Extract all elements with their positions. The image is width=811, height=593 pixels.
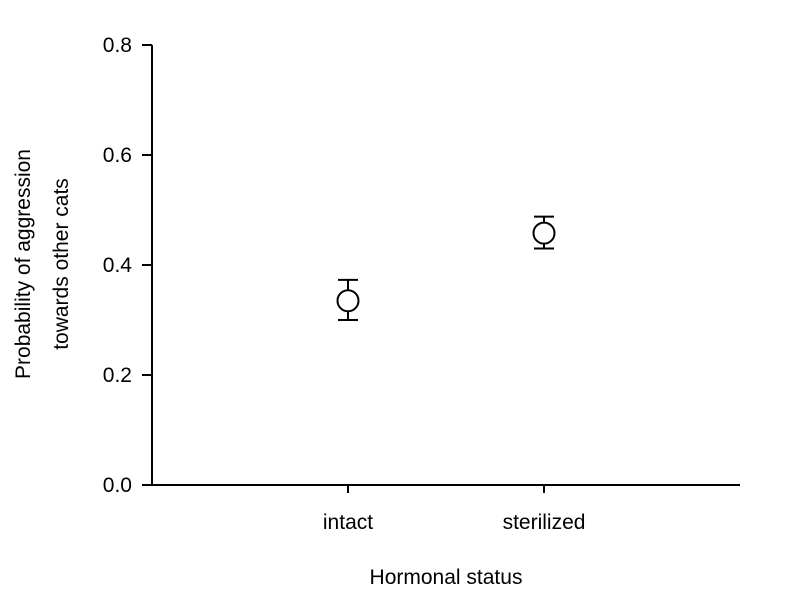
y-tick-label: 0.0	[103, 474, 132, 497]
x-tick-label-sterilized: sterilized	[503, 511, 586, 534]
y-tick-label: 0.6	[103, 144, 132, 167]
y-tick-label: 0.2	[103, 364, 132, 387]
y-axis-title-line-1: Probability of aggression	[12, 149, 35, 379]
marker-circle	[532, 221, 556, 245]
y-tick-label: 0.4	[103, 254, 133, 277]
marker-circle	[336, 289, 360, 313]
data-points	[336, 215, 556, 321]
y-ticks: 0.0 0.2 0.4 0.6 0.8	[103, 34, 152, 497]
y-tick-label: 0.8	[103, 34, 132, 57]
x-axis-title: Hormonal status	[370, 566, 523, 589]
x-ticks: intact sterilized	[323, 485, 586, 534]
x-tick-label-intact: intact	[323, 511, 373, 534]
y-axis-title-line-2: towards other cats	[50, 178, 73, 350]
data-point-sterilized	[532, 215, 556, 250]
axes	[151, 45, 740, 486]
data-point-intact	[336, 278, 360, 321]
